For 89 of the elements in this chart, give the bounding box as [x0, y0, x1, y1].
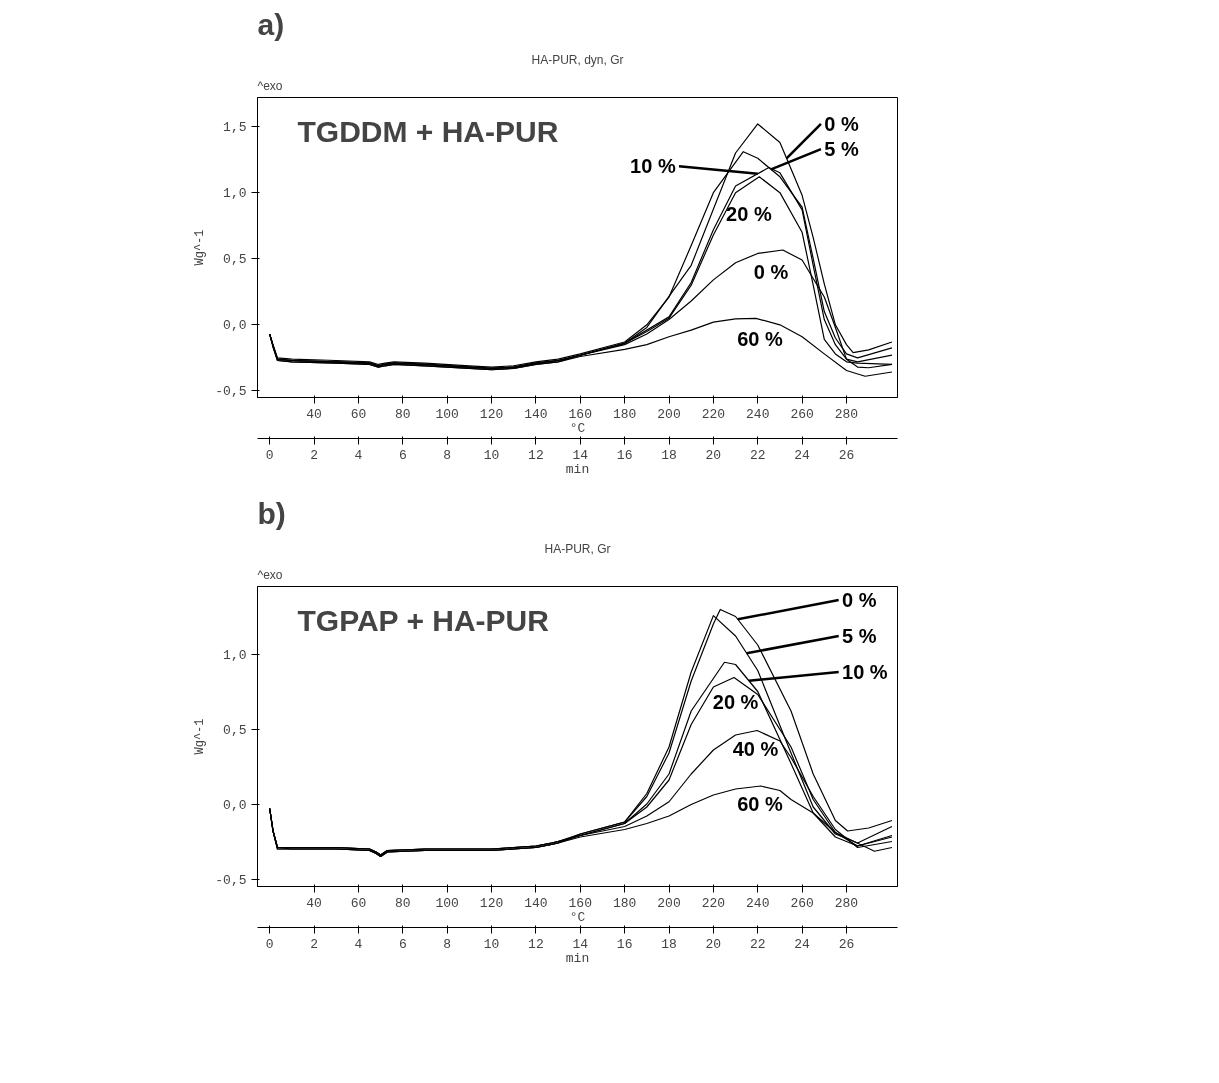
chart-title: b) [257, 496, 286, 530]
x2-tick-label: 280 [834, 406, 859, 422]
x-tick-label: 12 [528, 936, 544, 952]
series-label: 60 % [737, 328, 783, 351]
x2-tick-label: 280 [834, 895, 859, 911]
x-tick-label: 18 [661, 447, 677, 463]
x-tick-label: 14 [572, 447, 589, 463]
x-tick-label: 26 [838, 936, 855, 952]
x-tick-label: 0 [265, 936, 274, 952]
x2-tick-label: 220 [701, 406, 726, 422]
x2-tick-label: 120 [479, 895, 504, 911]
x-tick-label: 14 [572, 936, 589, 952]
y-axis-title: Wg^-1 [193, 718, 208, 755]
x2-tick-label: 140 [524, 406, 548, 422]
series-label: 60 % [737, 793, 783, 815]
x-tick-label: 2 [310, 447, 318, 463]
legend-label: 10 % [842, 661, 888, 683]
text: 10 % [630, 155, 676, 178]
x2-tick-label: 180 [612, 406, 637, 422]
x-tick-label: 8 [443, 447, 452, 463]
series-label: 20 % [726, 202, 772, 225]
text: 0 % [824, 112, 859, 135]
text: TGPAP + HA-PUR [297, 603, 550, 637]
x-tick-label: 22 [749, 936, 766, 952]
y-tick-label: -0,5 [215, 872, 247, 888]
x2-tick-label: 260 [790, 406, 814, 422]
x-tick-label: 22 [749, 447, 766, 463]
text: TGDDM + HA-PUR [297, 114, 559, 148]
x-tick-label: 20 [705, 447, 722, 463]
x2-tick-label: 40 [306, 406, 322, 422]
x-axis-title: min [565, 461, 590, 477]
y-axis-title: Wg^-1 [193, 229, 208, 266]
series-label: 40 % [732, 737, 779, 760]
x2-tick-label: 80 [395, 406, 411, 422]
text: HA-PUR, Gr [544, 541, 611, 556]
x-tick-label: 4 [354, 936, 363, 952]
y-tick-label: 1,0 [223, 186, 247, 202]
x-tick-label: 16 [616, 447, 633, 463]
x2-tick-label: 180 [612, 895, 637, 911]
y-tick-label: 0,5 [223, 252, 247, 268]
text: HA-PUR, dyn, Gr [531, 52, 624, 67]
x2-tick-label: 160 [568, 895, 592, 911]
x2-tick-label: 120 [479, 406, 504, 422]
x2-tick-label: 80 [395, 895, 411, 911]
x2-tick-label: 240 [746, 406, 770, 422]
x-tick-label: 26 [838, 447, 855, 463]
x2-tick-label: 100 [435, 895, 459, 911]
x-tick-label: 2 [310, 936, 318, 952]
legend-label: 5 % [824, 138, 859, 161]
x-tick-label: 16 [616, 936, 633, 952]
x-tick-label: 10 [483, 936, 500, 952]
legend-label: 5 % [842, 625, 877, 647]
x2-tick-label: 220 [701, 895, 726, 911]
x-axis-title: min [565, 950, 590, 966]
x2-tick-label: 140 [524, 895, 548, 911]
x2-axis-title: °C [569, 909, 586, 925]
x-tick-label: 0 [265, 447, 274, 463]
x2-tick-label: 240 [746, 895, 770, 911]
y-tick-label: 0,5 [223, 722, 247, 738]
series-label: 20 % [712, 691, 759, 713]
text: 0 % [842, 589, 877, 611]
x2-tick-label: 40 [306, 895, 322, 911]
x-tick-label: 18 [661, 936, 677, 952]
text: ^exo [257, 567, 283, 582]
text: ^exo [257, 78, 283, 93]
x-tick-label: 12 [528, 447, 544, 463]
x-tick-label: 4 [354, 447, 363, 463]
y-tick-label: 1,5 [223, 120, 247, 136]
x2-tick-label: 160 [568, 406, 592, 422]
y-tick-label: 0,0 [223, 797, 247, 813]
x-tick-label: 8 [443, 936, 452, 952]
x2-axis-title: °C [569, 420, 586, 436]
x-tick-label: 10 [483, 447, 500, 463]
x-tick-label: 24 [794, 936, 811, 952]
x2-tick-label: 200 [657, 895, 681, 911]
series-label: 0 % [753, 260, 789, 283]
x-tick-label: 6 [398, 936, 407, 952]
x2-tick-label: 260 [790, 895, 814, 911]
x2-tick-label: 200 [657, 406, 681, 422]
y-tick-label: 0,0 [223, 318, 247, 334]
x2-tick-label: 60 [350, 895, 367, 911]
y-tick-label: -0,5 [215, 384, 247, 400]
chart-title: a) [257, 7, 285, 41]
x2-tick-label: 100 [435, 406, 459, 422]
x-tick-label: 24 [794, 447, 811, 463]
x2-tick-label: 60 [350, 406, 367, 422]
x-tick-label: 20 [705, 936, 722, 952]
x-tick-label: 6 [398, 447, 407, 463]
y-tick-label: 1,0 [223, 647, 247, 663]
